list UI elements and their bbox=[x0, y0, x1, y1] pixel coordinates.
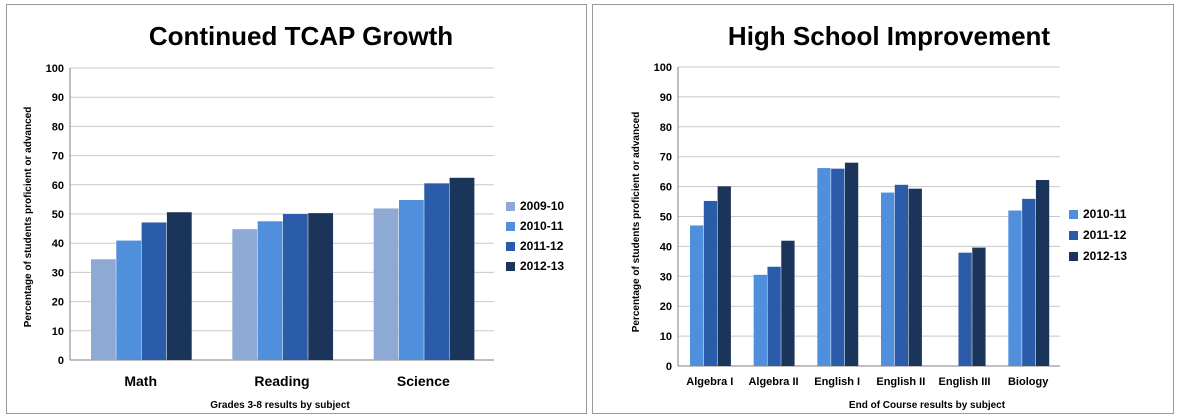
bar-2010-11-reading bbox=[257, 221, 283, 360]
bar-2012-13-english-ii bbox=[908, 188, 922, 366]
y-tick-label: 70 bbox=[52, 151, 64, 163]
tcap-growth-chart-svg: Continued TCAP Growth Percentage of stud… bbox=[23, 21, 564, 411]
bar-2012-13-math bbox=[166, 212, 192, 360]
y-tick-label: 100 bbox=[46, 63, 64, 75]
legend-entry: 2011-12 bbox=[520, 239, 564, 253]
x-category-label: Algebra II bbox=[748, 376, 798, 388]
bar-2011-12-math bbox=[141, 222, 167, 360]
bar-2010-11-english-i bbox=[817, 168, 831, 366]
x-category-label: English I bbox=[814, 376, 860, 388]
legend-entry: 2010-11 bbox=[1083, 207, 1127, 221]
y-axis-label: Percentage of students proficient or adv… bbox=[23, 107, 34, 328]
legend-entry: 2012-13 bbox=[520, 259, 564, 273]
bar-2011-12-english-i bbox=[831, 168, 845, 366]
y-tick-label: 20 bbox=[52, 297, 64, 309]
high-school-improvement-chart-svg: High School Improvement Percentage of st… bbox=[631, 21, 1127, 411]
legend-swatch bbox=[1069, 210, 1078, 219]
y-tick-label: 60 bbox=[660, 182, 672, 194]
y-tick-label: 10 bbox=[52, 326, 64, 338]
y-tick-label: 30 bbox=[52, 267, 64, 279]
y-tick-label: 0 bbox=[58, 355, 64, 367]
bar-2010-11-biology bbox=[1008, 210, 1022, 366]
x-axis-label: Grades 3-8 results by subject bbox=[210, 400, 350, 411]
bar-2012-13-english-iii bbox=[972, 247, 986, 366]
legend-swatch bbox=[1069, 231, 1078, 240]
x-category-label: Algebra I bbox=[686, 376, 733, 388]
y-tick-label: 40 bbox=[52, 238, 64, 250]
legend-entry: 2012-13 bbox=[1083, 249, 1127, 263]
y-axis-label: Percentage of students proficient or adv… bbox=[631, 112, 642, 333]
bar-2012-13-reading bbox=[308, 213, 334, 360]
legend-entry: 2010-11 bbox=[520, 219, 564, 233]
bar-2012-13-algebra-ii bbox=[781, 240, 795, 366]
legend-swatch bbox=[506, 242, 515, 251]
y-tick-label: 60 bbox=[52, 180, 64, 192]
bar-2012-13-english-i bbox=[844, 162, 859, 366]
legend-swatch bbox=[1069, 252, 1078, 261]
bar-2010-11-english-ii bbox=[881, 192, 895, 366]
x-category-label: Science bbox=[397, 373, 450, 389]
legend-entry: 2011-12 bbox=[1083, 228, 1127, 242]
legend-swatch bbox=[506, 222, 515, 231]
x-category-label: Biology bbox=[1008, 376, 1049, 388]
x-category-label: English II bbox=[876, 376, 925, 388]
y-tick-label: 50 bbox=[660, 212, 672, 224]
bar-2010-11-algebra-ii bbox=[753, 274, 767, 366]
bar-2011-12-algebra-i bbox=[703, 200, 718, 366]
bar-2011-12-biology bbox=[1022, 198, 1036, 366]
chart-title: Continued TCAP Growth bbox=[149, 21, 453, 51]
legend-entry: 2009-10 bbox=[520, 199, 564, 213]
x-category-label: Reading bbox=[254, 373, 309, 389]
bar-2011-12-english-ii bbox=[894, 184, 909, 366]
y-tick-label: 90 bbox=[52, 92, 64, 104]
y-tick-label: 50 bbox=[52, 209, 64, 221]
y-tick-label: 30 bbox=[660, 271, 672, 283]
bar-2011-12-algebra-ii bbox=[767, 266, 781, 366]
bar-2009-10-math bbox=[91, 259, 116, 360]
legend-swatch bbox=[506, 202, 515, 211]
chart-title: High School Improvement bbox=[728, 21, 1050, 51]
bar-2010-11-algebra-i bbox=[690, 225, 704, 366]
bar-2012-13-algebra-i bbox=[717, 186, 731, 366]
tcap-growth-chart: Continued TCAP Growth Percentage of stud… bbox=[6, 4, 587, 414]
x-axis-label: End of Course results by subject bbox=[849, 400, 1006, 411]
bar-2011-12-english-iii bbox=[958, 252, 972, 366]
x-category-label: Math bbox=[124, 373, 157, 389]
y-tick-label: 70 bbox=[660, 152, 672, 164]
bar-2012-13-science bbox=[449, 177, 475, 360]
y-tick-label: 80 bbox=[660, 122, 672, 134]
high-school-improvement-chart: High School Improvement Percentage of st… bbox=[592, 4, 1174, 414]
y-tick-label: 20 bbox=[660, 301, 672, 313]
y-tick-label: 100 bbox=[654, 62, 672, 74]
bar-2011-12-reading bbox=[282, 214, 308, 360]
y-tick-label: 80 bbox=[52, 121, 64, 133]
y-tick-label: 90 bbox=[660, 92, 672, 104]
bar-2009-10-reading bbox=[232, 229, 258, 360]
y-tick-label: 40 bbox=[660, 241, 672, 253]
bar-2010-11-math bbox=[116, 240, 142, 360]
bar-2009-10-science bbox=[373, 208, 399, 360]
bar-2012-13-biology bbox=[1035, 180, 1050, 366]
x-category-label: English III bbox=[939, 376, 991, 388]
bar-2010-11-science bbox=[398, 199, 424, 360]
y-tick-label: 10 bbox=[660, 331, 672, 343]
y-tick-label: 0 bbox=[666, 361, 672, 373]
legend-swatch bbox=[506, 262, 515, 271]
bar-2011-12-science bbox=[424, 183, 450, 360]
